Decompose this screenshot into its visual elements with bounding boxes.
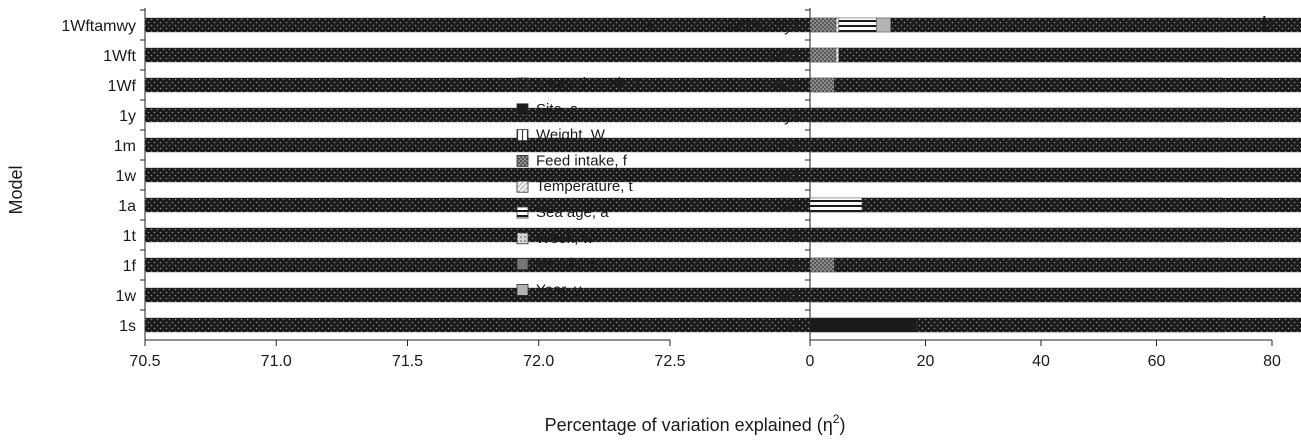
x-tick-label: 72.5 [654,353,685,370]
y-tick-label: 1Wf [108,78,137,95]
bar-segment-lagged-week [861,197,1223,213]
x-axis-title-superscript: 2 [833,412,840,426]
bar-segment-site [809,317,918,333]
y-tick-label: f1 [788,258,801,275]
x-tick-label: 20 [917,353,935,370]
y-tick-label: m1 [779,138,801,155]
x-axis-title: Percentage of variation explained (η2) [545,412,846,435]
x-axis-title-main: Percentage of variation explained (η [545,415,833,435]
y-axis-title: Model [6,165,26,214]
legend-label: Site, s [536,101,578,118]
y-tick-label: y1 [784,108,801,125]
bar-segment-lagged-week [834,257,1223,273]
x-tick-label: 71.0 [261,353,292,370]
bar-segment-feed-intake [809,47,837,63]
y-tick-label: 1s [119,318,136,335]
panel-letter-a: a [642,12,655,37]
bar-segment-lagged-week [809,287,1223,303]
y-tick-label: 1a [118,198,136,215]
bar-segment-feed-intake [809,17,837,33]
legend-swatch [516,129,529,142]
bar-segment-lagged-week [809,227,1223,243]
legend-label: Feed intake, f [536,152,628,169]
bar-segment-lagged-week [809,107,1223,123]
legend-swatch [516,77,529,90]
x-tick-label: 71.5 [392,353,423,370]
legend-swatch [516,180,529,193]
bar-segment-feed-intake [809,257,835,273]
y-tick-label: Wftamwy1 [726,18,801,35]
bar-segment-lagged-week [916,317,1225,333]
legend-label: Week, w [536,230,593,247]
legend-swatch [516,206,529,219]
x-tick-label: 80 [1263,353,1281,370]
x-tick-label: 72.0 [523,353,554,370]
bar-segment-sea-age [838,17,877,33]
y-tick-label: 1w [116,288,137,305]
legend-swatch [516,283,529,296]
legend-label: Year, y [536,281,582,298]
y-tick-label: s1 [784,318,801,335]
y-tick-label: w1 [780,288,802,305]
x-tick-label: 70.5 [129,353,160,370]
bar-segment-feed-intake [809,77,835,93]
legend-label: Lagged week, 1 [536,75,642,92]
legend-swatch [516,258,529,271]
bar-segment-temperature [835,47,840,63]
legend-label: Month, m [536,256,599,273]
y-tick-label: a1 [783,198,801,215]
x-tick-label: 40 [1032,353,1050,370]
bar-segment-lagged-week [890,17,1223,33]
panel-letter-b: b [1262,12,1274,37]
bar-segment-lagged-week [838,47,1224,63]
legend-swatch [516,154,529,167]
bar-segment-year [876,17,892,33]
y-tick-label: t1 [788,228,801,245]
legend-label: Temperature, t [536,178,634,195]
x-axis-title-end: ) [839,415,845,435]
y-tick-label: 1t [123,228,137,245]
bar-segment-sea-age [809,197,863,213]
y-tick-label: Wf1 [773,78,802,95]
y-tick-label: 1y [119,108,136,125]
panel-a: 70.5 71.0 71.5 72.0 72.51Wftamwy1Wft1Wf1y1m1… [61,8,1301,370]
legend: Lagged week, 1 Site, s Weight, W Feed intak… [516,75,642,298]
legend-swatch [516,232,529,245]
y-tick-label: w1 [780,168,802,185]
bar-segment-lagged-week [809,137,1223,153]
x-tick-label: 0 [806,353,815,370]
y-tick-label: 1f [123,258,137,275]
x-tick-label: 60 [1148,353,1166,370]
y-tick-label: 1m [114,138,136,155]
panel-b: 0 20 40 60 80 Wftamwy1 Wft1 Wf1 y1 m1 w1 a1 t1 f1 w1 s1… [726,8,1281,370]
legend-swatch [516,103,529,116]
legend-label: Sea age, a [536,204,609,221]
y-tick-label: 1w [116,168,137,185]
y-tick-label: Wft1 [768,48,801,65]
bar-segment-lagged-week [809,167,1223,183]
y-tick-label: 1Wft [103,48,136,65]
legend-label: Weight, W [536,127,606,144]
bar-segment-temperature [835,17,840,33]
bar-segment-lagged-week [834,77,1223,93]
y-tick-label: 1Wftamwy [61,18,136,35]
